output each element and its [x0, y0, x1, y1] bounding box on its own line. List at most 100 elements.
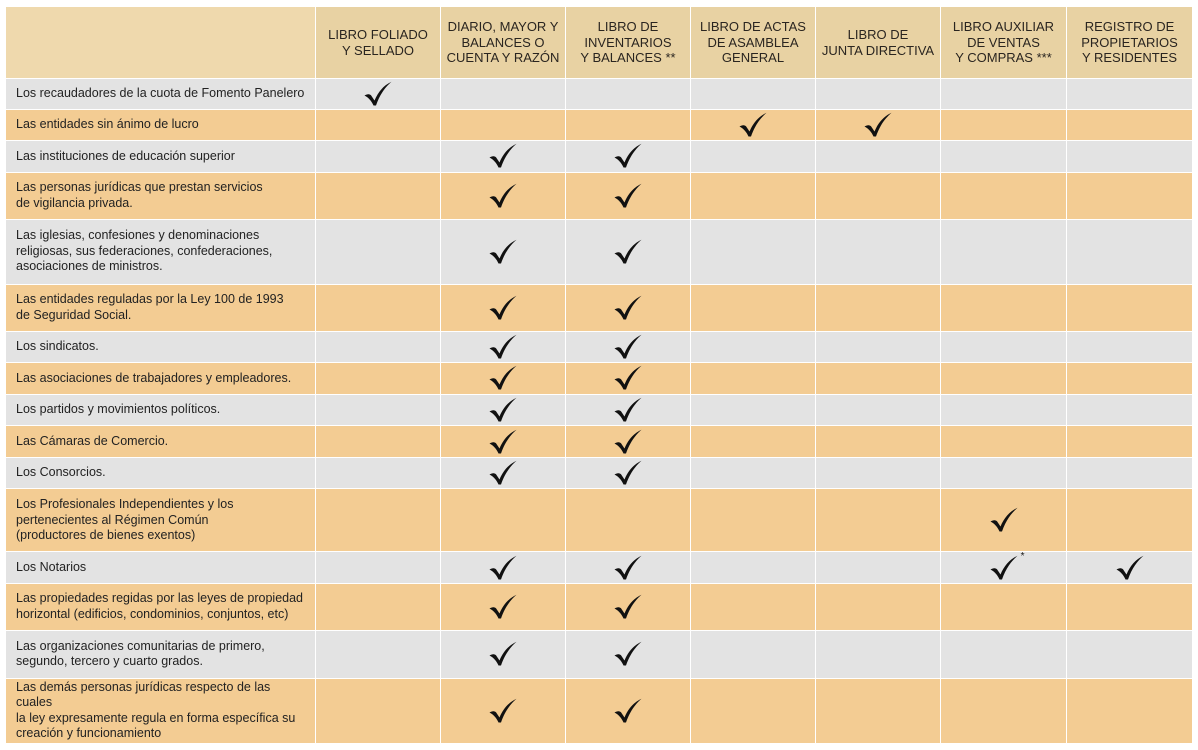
cell-auxiliar-ventas — [940, 677, 1067, 745]
row-label: Las personas jurídicas que prestan servi… — [5, 171, 316, 220]
cell-auxiliar-ventas — [940, 218, 1067, 285]
cell-propietarios — [1066, 551, 1193, 585]
checkmark-icon — [613, 641, 643, 667]
cell-propietarios — [1066, 488, 1193, 553]
cell-actas-asamblea — [690, 108, 816, 142]
cell-inventarios — [565, 393, 691, 427]
cell-actas-asamblea — [690, 583, 816, 631]
cell-inventarios — [565, 108, 691, 142]
cell-libro-foliado — [315, 362, 441, 395]
cell-diario-mayor — [440, 677, 566, 745]
checkmark-icon — [613, 594, 643, 620]
cell-libro-foliado — [315, 283, 441, 332]
cell-propietarios — [1066, 677, 1193, 745]
row-label: Las demás personas jurídicas respecto de… — [5, 677, 316, 745]
cell-inventarios — [565, 629, 691, 679]
cell-auxiliar-ventas — [940, 629, 1067, 679]
row-label: Las Cámaras de Comercio. — [5, 425, 316, 458]
cell-libro-foliado — [315, 78, 441, 110]
cell-actas-asamblea — [690, 456, 816, 490]
table-row: Las entidades reguladas por la Ley 100 d… — [5, 283, 1193, 332]
checkmark-icon — [613, 460, 643, 486]
cell-auxiliar-ventas — [940, 425, 1067, 458]
cell-diario-mayor — [440, 108, 566, 142]
table-row: Las iglesias, confesiones y denominacion… — [5, 218, 1193, 285]
cell-actas-asamblea — [690, 140, 816, 173]
cell-libro-foliado — [315, 108, 441, 142]
cell-junta-directiva — [815, 583, 941, 631]
cell-inventarios — [565, 425, 691, 458]
checkmark-icon — [488, 555, 518, 581]
cell-diario-mayor — [440, 362, 566, 395]
cell-junta-directiva — [815, 218, 941, 285]
column-header-inventarios: LIBRO DE INVENTARIOS Y BALANCES ** — [565, 6, 691, 79]
table-row: Las demás personas jurídicas respecto de… — [5, 677, 1193, 745]
cell-libro-foliado — [315, 171, 441, 220]
cell-libro-foliado — [315, 583, 441, 631]
cell-auxiliar-ventas — [940, 283, 1067, 332]
checkmark-icon — [989, 507, 1019, 533]
row-label: Los Notarios — [5, 551, 316, 585]
cell-actas-asamblea — [690, 362, 816, 395]
cell-propietarios — [1066, 218, 1193, 285]
cell-libro-foliado — [315, 330, 441, 364]
cell-diario-mayor — [440, 551, 566, 585]
cell-junta-directiva — [815, 283, 941, 332]
cell-propietarios — [1066, 108, 1193, 142]
cell-libro-foliado — [315, 218, 441, 285]
table-row: Los partidos y movimientos políticos. — [5, 393, 1193, 427]
column-header-junta-directiva: LIBRO DE JUNTA DIRECTIVA — [815, 6, 941, 79]
cell-actas-asamblea — [690, 283, 816, 332]
cell-actas-asamblea — [690, 551, 816, 585]
checkmark-icon — [613, 183, 643, 209]
checkmark-icon — [613, 365, 643, 391]
checkmark-icon — [488, 239, 518, 265]
row-label: Las iglesias, confesiones y denominacion… — [5, 218, 316, 285]
cell-auxiliar-ventas — [940, 362, 1067, 395]
cell-auxiliar-ventas — [940, 583, 1067, 631]
table-row: Las propiedades regidas por las leyes de… — [5, 583, 1193, 631]
table-row: Las asociaciones de trabajadores y emple… — [5, 362, 1193, 395]
cell-junta-directiva — [815, 140, 941, 173]
cell-libro-foliado — [315, 551, 441, 585]
cell-auxiliar-ventas — [940, 330, 1067, 364]
cell-libro-foliado — [315, 677, 441, 745]
cell-inventarios — [565, 488, 691, 553]
column-header-libro-foliado: LIBRO FOLIADO Y SELLADO — [315, 6, 441, 79]
cell-inventarios — [565, 330, 691, 364]
header-row: LIBRO FOLIADO Y SELLADO DIARIO, MAYOR Y BAL… — [5, 6, 1193, 79]
table-row: Las organizaciones comunitarias de prime… — [5, 629, 1193, 679]
row-label: Los recaudadores de la cuota de Fomento … — [5, 78, 316, 110]
checkmark-icon — [613, 334, 643, 360]
cell-junta-directiva — [815, 488, 941, 553]
checkmark-icon — [488, 334, 518, 360]
cell-actas-asamblea — [690, 171, 816, 220]
cell-propietarios — [1066, 330, 1193, 364]
table-row: Los Consorcios. — [5, 456, 1193, 490]
row-label: Los partidos y movimientos políticos. — [5, 393, 316, 427]
checkmark-icon — [488, 594, 518, 620]
row-label: Los sindicatos. — [5, 330, 316, 364]
requirements-table: LIBRO FOLIADO Y SELLADO DIARIO, MAYOR Y BAL… — [5, 6, 1193, 745]
cell-libro-foliado — [315, 488, 441, 553]
table-row: Las instituciones de educación superior — [5, 140, 1193, 173]
checkmark-icon — [613, 397, 643, 423]
checkmark-icon — [1115, 555, 1145, 581]
checkmark-icon — [613, 295, 643, 321]
checkmark-with-footnote: * — [989, 551, 1025, 581]
checkmark-icon — [488, 295, 518, 321]
cell-diario-mayor — [440, 283, 566, 332]
column-header-auxiliar-ventas: LIBRO AUXILIAR DE VENTAS Y COMPRAS *** — [940, 6, 1067, 79]
checkmark-icon — [488, 143, 518, 169]
row-label: Los Consorcios. — [5, 456, 316, 490]
cell-junta-directiva — [815, 362, 941, 395]
cell-junta-directiva — [815, 330, 941, 364]
checkmark-icon — [488, 460, 518, 486]
row-label: Los Profesionales Independientes y los pe… — [5, 488, 316, 553]
checkmark-icon — [613, 555, 643, 581]
cell-inventarios — [565, 456, 691, 490]
footnote-asterisk: * — [1020, 550, 1025, 562]
cell-libro-foliado — [315, 629, 441, 679]
table-row: Las personas jurídicas que prestan servi… — [5, 171, 1193, 220]
checkmark-icon — [613, 239, 643, 265]
